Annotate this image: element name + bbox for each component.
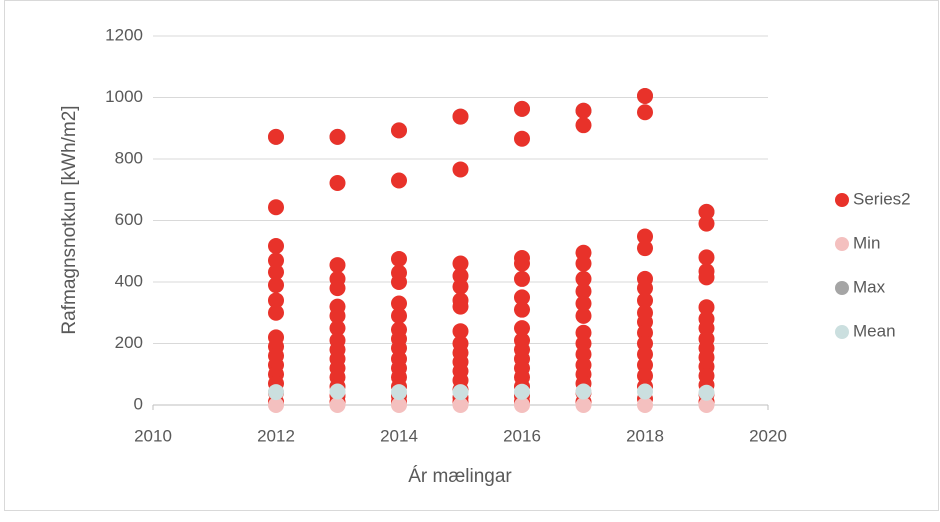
point [391, 274, 407, 290]
point [329, 397, 346, 413]
point [514, 320, 530, 337]
point [514, 255, 530, 272]
point [575, 295, 592, 312]
point [391, 172, 407, 189]
point [698, 203, 715, 220]
point [514, 130, 530, 147]
point [268, 264, 284, 281]
legend-marker [835, 281, 849, 295]
point [575, 383, 592, 400]
point [575, 117, 592, 134]
point [391, 122, 407, 139]
point [391, 384, 407, 401]
point [575, 255, 592, 272]
y-tick-label: 800 [115, 148, 143, 167]
point [391, 307, 407, 324]
point [268, 292, 284, 309]
point [329, 128, 346, 145]
point [637, 240, 653, 257]
y-axis-label: Rafmagnsnotkun [kWh/m2] [59, 105, 80, 334]
point [575, 397, 592, 413]
point [698, 249, 715, 266]
point [452, 384, 469, 401]
point [637, 104, 653, 121]
point [391, 295, 407, 312]
x-tick-label: 2018 [626, 426, 664, 445]
point [391, 397, 407, 413]
point [452, 323, 469, 340]
chart-frame [4, 0, 939, 511]
x-tick-label: 2010 [134, 426, 172, 445]
point [268, 277, 284, 294]
y-tick-label: 1200 [105, 25, 143, 44]
legend-label: Max [853, 277, 886, 296]
y-tick-label: 0 [134, 394, 143, 413]
y-tick-label: 1000 [105, 87, 143, 106]
point [391, 250, 407, 267]
legend-label: Min [853, 233, 880, 252]
point [268, 304, 284, 321]
legend-label: Mean [853, 321, 896, 340]
point [637, 383, 653, 400]
point [268, 199, 284, 216]
x-axis-label: Ár mælingar [408, 466, 512, 487]
legend-marker [835, 193, 849, 207]
point [514, 397, 530, 413]
point [637, 280, 653, 297]
point [698, 299, 715, 316]
point [452, 397, 469, 413]
point [452, 108, 469, 125]
point [514, 100, 530, 117]
x-tick-label: 2012 [257, 426, 295, 445]
point [575, 307, 592, 324]
point [268, 238, 284, 255]
point [268, 128, 284, 145]
point [514, 289, 530, 306]
point [329, 320, 346, 337]
point [329, 383, 346, 400]
point [329, 280, 346, 297]
point [698, 397, 715, 413]
point [514, 383, 530, 400]
point [575, 102, 592, 119]
point [452, 278, 469, 295]
legend-marker [835, 325, 849, 339]
point [268, 252, 284, 269]
legend-marker [835, 237, 849, 251]
point [575, 270, 592, 287]
x-tick-label: 2020 [749, 426, 787, 445]
point [698, 215, 715, 232]
point [698, 269, 715, 286]
point [452, 255, 469, 272]
point [637, 87, 653, 104]
point [329, 257, 346, 274]
point [329, 174, 346, 191]
y-tick-label: 200 [115, 333, 143, 352]
x-tick-label: 2014 [380, 426, 418, 445]
point [329, 307, 346, 324]
point [268, 384, 284, 401]
point [637, 228, 653, 245]
point [452, 298, 469, 315]
point [514, 301, 530, 318]
point [698, 384, 715, 401]
point [575, 283, 592, 300]
x-tick-label: 2016 [503, 426, 541, 445]
y-tick-label: 600 [115, 210, 143, 229]
point [637, 292, 653, 309]
point [637, 397, 653, 413]
point [268, 397, 284, 413]
legend-label: Series2 [853, 189, 911, 208]
point [452, 161, 469, 178]
y-tick-label: 400 [115, 271, 143, 290]
point [514, 270, 530, 287]
